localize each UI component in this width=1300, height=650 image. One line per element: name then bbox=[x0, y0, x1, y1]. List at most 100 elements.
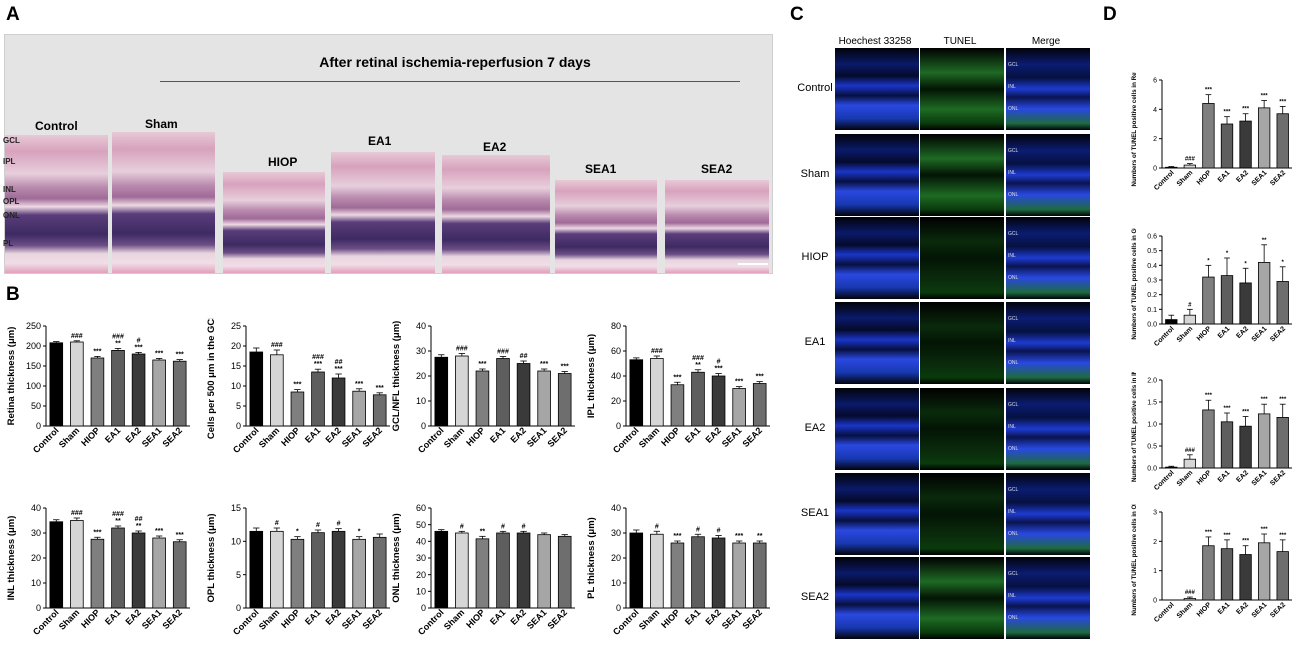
bar-sea2 bbox=[752, 542, 767, 609]
bar-sea1 bbox=[152, 359, 166, 427]
panel-label-b: B bbox=[6, 284, 20, 305]
layer-label-onl: ONL bbox=[3, 211, 20, 220]
y-tick-label: 1.5 bbox=[1147, 399, 1157, 406]
bar-ea2 bbox=[331, 530, 346, 609]
bar-sea1 bbox=[352, 390, 366, 427]
significance-label: # bbox=[501, 523, 505, 530]
significance-label: *** bbox=[1242, 410, 1250, 416]
significance-label: *** bbox=[478, 361, 486, 368]
y-tick-label: 0.3 bbox=[1147, 277, 1157, 284]
significance-label: ## bbox=[135, 516, 143, 523]
x-tick-label: Sham bbox=[1176, 601, 1194, 619]
bar-sham bbox=[1183, 314, 1197, 325]
layer-label-inl: INL bbox=[3, 185, 16, 194]
y-tick-label: 0.1 bbox=[1147, 307, 1157, 314]
bar-sham bbox=[270, 530, 284, 609]
bar-sea2 bbox=[557, 535, 572, 609]
significance-label: *** bbox=[673, 374, 681, 381]
significance-label: ### bbox=[651, 348, 663, 355]
layer-mark-inl: INL bbox=[1008, 253, 1016, 259]
y-axis-label: OPL thickness (μm) bbox=[206, 513, 217, 602]
micrograph-ea1-hoechst bbox=[835, 302, 919, 384]
y-tick-label: 150 bbox=[26, 361, 41, 371]
micrograph-ea2-hoechst bbox=[835, 388, 919, 470]
y-axis-label: INL thickness (μm) bbox=[6, 516, 17, 601]
x-tick-label: EA2 bbox=[1235, 325, 1250, 340]
x-tick-label: Sham bbox=[257, 607, 281, 631]
significance-label: *** bbox=[1242, 107, 1250, 113]
layer-mark-onl: ONL bbox=[1008, 192, 1019, 198]
y-tick-label: 0.4 bbox=[1147, 263, 1157, 270]
layer-mark-onl: ONL bbox=[1008, 360, 1019, 366]
significance-label: ### bbox=[71, 510, 83, 517]
significance-label: *** bbox=[134, 344, 142, 351]
significance-label: *** bbox=[1261, 397, 1269, 403]
x-tick-label: EA1 bbox=[488, 607, 507, 626]
x-tick-label: HIOP bbox=[659, 425, 682, 448]
bar-control bbox=[629, 532, 644, 609]
bar-sham bbox=[70, 520, 84, 609]
micrograph-ea2-tunel bbox=[920, 388, 1004, 470]
bar-hiop bbox=[670, 384, 685, 427]
significance-label: *** bbox=[735, 533, 743, 540]
bar-sea1 bbox=[537, 534, 551, 609]
x-tick-label: Sham bbox=[1176, 325, 1194, 343]
x-tick-label: EA1 bbox=[1217, 325, 1232, 340]
significance-label: *** bbox=[561, 364, 569, 371]
x-tick-label: Control bbox=[1153, 601, 1176, 624]
x-tick-label: SEA1 bbox=[1251, 469, 1269, 487]
x-tick-label: SEA2 bbox=[1269, 325, 1287, 343]
micrograph-hiop-merge bbox=[1006, 217, 1090, 299]
layer-label-opl: OPL bbox=[3, 197, 20, 206]
x-tick-label: SEA1 bbox=[340, 607, 364, 631]
x-tick-label: SEA1 bbox=[1251, 601, 1269, 619]
y-tick-label: 25 bbox=[231, 321, 241, 331]
y-tick-label: 80 bbox=[611, 321, 621, 331]
y-tick-label: 40 bbox=[611, 503, 621, 513]
bar-ea1 bbox=[1220, 548, 1234, 601]
x-tick-label: Sham bbox=[57, 607, 81, 631]
micrograph-sea1-tunel bbox=[920, 473, 1004, 555]
significance-label: ** bbox=[115, 518, 121, 525]
significance-label: *** bbox=[735, 379, 743, 386]
y-tick-label: 2 bbox=[1153, 136, 1157, 143]
y-tick-label: 0 bbox=[616, 603, 621, 613]
significance-label: *** bbox=[1223, 533, 1231, 539]
bar-control bbox=[1165, 466, 1178, 469]
histology-label-sham: Sham bbox=[145, 117, 178, 131]
layer-mark-inl: INL bbox=[1008, 170, 1016, 176]
bar-hiop bbox=[475, 370, 490, 427]
bar-sea2 bbox=[172, 541, 187, 609]
layer-mark-inl: INL bbox=[1008, 424, 1016, 430]
bar-control bbox=[249, 351, 264, 427]
y-axis-label: PL thickness (μm) bbox=[586, 517, 597, 599]
y-tick-label: 6 bbox=[1153, 77, 1157, 84]
significance-label: ** bbox=[757, 533, 763, 540]
layer-mark-gcl: GCL bbox=[1008, 487, 1019, 493]
significance-label: *** bbox=[155, 350, 163, 357]
significance-label: *** bbox=[1223, 406, 1231, 412]
bar-ea2 bbox=[1239, 120, 1252, 169]
x-tick-label: EA1 bbox=[683, 425, 702, 444]
micrograph-control-tunel bbox=[920, 48, 1004, 130]
layer-label-pl: PL bbox=[3, 239, 14, 248]
row-label-ea2: EA2 bbox=[804, 422, 826, 434]
x-tick-label: HIOP bbox=[464, 425, 487, 448]
row-label-control: Control bbox=[797, 82, 833, 94]
y-tick-label: 0.0 bbox=[1147, 321, 1157, 328]
micrograph-sea2-tunel bbox=[920, 557, 1004, 639]
layer-label-gcl: GCL bbox=[3, 136, 20, 145]
bar-sham bbox=[70, 341, 84, 427]
y-tick-label: 30 bbox=[611, 528, 621, 538]
x-tick-label: SEA1 bbox=[1251, 325, 1269, 343]
significance-label: *** bbox=[176, 352, 184, 359]
micrograph-hiop-tunel bbox=[920, 217, 1004, 299]
x-tick-label: SEA1 bbox=[720, 425, 744, 449]
y-axis-label: Numbers of TUNEL positive cells in GCL bbox=[1131, 228, 1138, 340]
y-tick-label: 40 bbox=[31, 503, 41, 513]
y-tick-label: 0 bbox=[421, 421, 426, 431]
layer-mark-onl: ONL bbox=[1008, 446, 1019, 452]
